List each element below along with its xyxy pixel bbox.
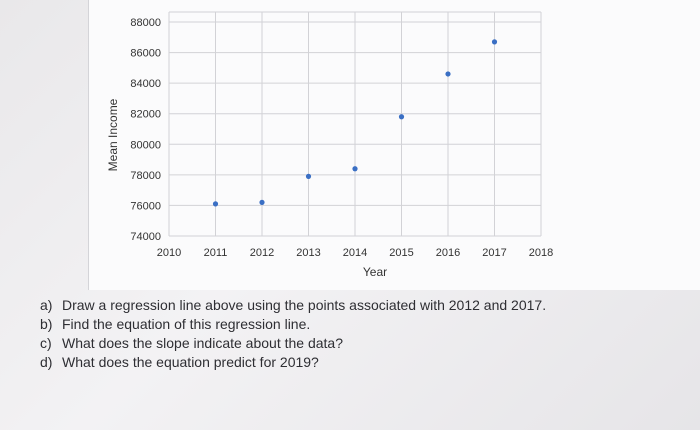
x-axis-title: Year — [363, 265, 387, 279]
x-tick-label: 2014 — [343, 247, 367, 259]
question-letter: b) — [40, 316, 53, 332]
data-point — [259, 199, 265, 205]
y-tick-labels: 74000 76000 78000 80000 82000 84000 86000 88000 — [130, 17, 161, 243]
x-tick-label: 2018 — [529, 247, 553, 259]
x-tick-label: 2010 — [157, 247, 181, 259]
data-points — [212, 39, 498, 207]
y-tick-label: 76000 — [130, 200, 161, 212]
data-point — [445, 71, 451, 77]
question-text: What does the equation predict for 2019? — [62, 354, 319, 370]
x-tick-label: 2015 — [389, 247, 413, 259]
chart-area: 74000 76000 78000 80000 82000 84000 86000 88000… — [88, 0, 700, 290]
x-tick-labels: 2010 2011 2012 2013 2014 2015 2016 2017 2018 — [157, 247, 553, 259]
x-tick-label: 2017 — [482, 247, 506, 259]
data-point — [305, 173, 312, 179]
data-point — [352, 166, 358, 172]
question-item: c) What does the slope indicate about th… — [40, 334, 640, 353]
question-text: Draw a regression line above using the p… — [62, 297, 547, 313]
question-letter: c) — [40, 335, 52, 351]
y-tick-label: 80000 — [130, 139, 161, 151]
y-tick-label: 88000 — [130, 17, 161, 29]
y-axis-title: Mean Income — [106, 98, 120, 171]
y-tick-label: 84000 — [130, 78, 161, 90]
data-point — [212, 201, 219, 207]
chart-grid — [168, 11, 542, 237]
question-text: What does the slope indicate about the d… — [62, 335, 343, 351]
data-point — [491, 39, 498, 45]
question-text: Find the equation of this regression lin… — [62, 316, 311, 332]
question-item: b) Find the equation of this regression … — [40, 315, 640, 334]
y-tick-label: 86000 — [130, 48, 161, 60]
question-item: d) What does the equation predict for 20… — [40, 353, 640, 372]
question-item: a) Draw a regression line above using th… — [40, 296, 640, 315]
scatter-chart: 74000 76000 78000 80000 82000 84000 86000 88000… — [106, 11, 553, 279]
x-tick-label: 2013 — [296, 247, 320, 259]
y-tick-label: 74000 — [130, 231, 161, 243]
x-tick-label: 2011 — [204, 247, 228, 259]
question-letter: d) — [40, 354, 53, 370]
x-tick-label: 2012 — [250, 247, 274, 259]
data-point — [398, 114, 405, 120]
y-tick-label: 82000 — [130, 109, 161, 121]
y-tick-label: 78000 — [130, 170, 161, 182]
question-letter: a) — [40, 297, 53, 313]
question-list: a) Draw a regression line above using th… — [40, 296, 640, 372]
x-tick-label: 2016 — [436, 247, 460, 259]
